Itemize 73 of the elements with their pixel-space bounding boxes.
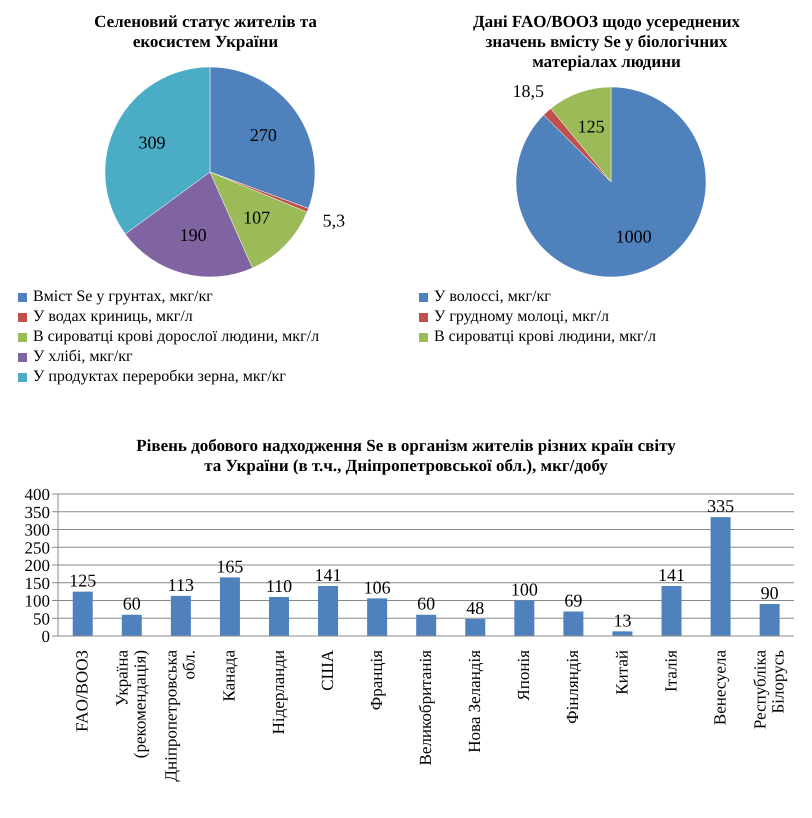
data-label: 165	[216, 556, 244, 576]
data-label: 90	[760, 583, 779, 604]
data-label: 141	[314, 564, 342, 585]
bar	[465, 618, 486, 636]
chart-title: Дані FAO/ВООЗ щодо усереднених значень вмісту Se у біологічних матеріалах людини	[472, 12, 742, 72]
y-tick-label: 50	[33, 609, 50, 628]
y-tick-label: 100	[24, 592, 50, 611]
bar	[220, 577, 240, 636]
legend-label: Вміст Se у грунтах, мкг/кг	[33, 287, 213, 307]
bar	[416, 614, 436, 636]
x-tick-label: Республіка Білорусь	[750, 650, 788, 730]
data-label: 141	[658, 564, 686, 585]
x-tick-label: Дніпропетровська обл.	[162, 650, 199, 782]
data-label: 110	[266, 576, 292, 596]
data-label: 60	[122, 594, 141, 614]
legend-label: У грудному молоці, мкг/л	[434, 307, 609, 327]
bar	[72, 592, 93, 636]
data-label: 5,3	[322, 210, 346, 230]
legend-label: У волоссі, мкг/кг	[434, 287, 551, 307]
x-tick-label: Японія	[514, 650, 534, 701]
bar	[760, 604, 780, 636]
data-label: 190	[180, 224, 207, 245]
y-tick-label: 300	[24, 520, 50, 540]
data-label: 125	[69, 570, 96, 591]
bar	[268, 596, 289, 636]
legend-label: В сироватці крові дорослої людини, мкг/л	[33, 327, 320, 347]
x-tick-label: Фінляндія	[563, 650, 582, 724]
x-tick-label: Італія	[661, 650, 680, 692]
x-tick-label: Франція	[366, 650, 386, 710]
x-tick-label: Венесуела	[710, 650, 730, 726]
bar	[710, 517, 731, 636]
data-label: 309	[138, 132, 166, 153]
data-label: 100	[510, 580, 538, 600]
y-tick-label: 250	[24, 538, 50, 558]
x-tick-label: Китай	[612, 650, 632, 695]
chart-title: Селеновий статус жителів та екосистем України	[93, 12, 318, 52]
y-tick-label: 150	[24, 574, 50, 593]
legend-label: У водах криниць, мкг/л	[33, 307, 193, 327]
y-tick-label: 200	[24, 556, 50, 576]
pie-slice	[516, 86, 706, 278]
bar	[514, 600, 534, 636]
bar	[662, 586, 682, 636]
data-label: 335	[707, 496, 734, 516]
x-tick-label: Нідерланди	[268, 650, 288, 734]
data-label: 125	[578, 116, 605, 137]
bar	[367, 598, 388, 636]
x-tick-label: США	[318, 649, 337, 691]
y-tick-label: 350	[24, 502, 50, 522]
legend-label: У продуктах переробки зерна, мкг/кг	[33, 367, 286, 387]
data-label: 1000	[616, 226, 652, 246]
x-tick-label: FAO/ВООЗ	[72, 650, 92, 732]
data-label: 113	[168, 574, 194, 595]
x-tick-label: Великобританія	[416, 650, 435, 766]
data-label: 106	[364, 577, 391, 598]
bar	[563, 612, 584, 636]
y-tick-label: 0	[42, 627, 50, 646]
data-label: 107	[243, 207, 270, 228]
data-label: 270	[250, 124, 277, 145]
data-label: 48	[466, 598, 484, 618]
data-label: 18,5	[512, 80, 544, 101]
data-label: 60	[417, 594, 436, 614]
x-tick-label: Канада	[220, 650, 239, 702]
bar	[170, 596, 191, 636]
legend-label: У хлібі, мкг/кг	[33, 347, 133, 367]
bar	[318, 586, 338, 636]
data-label: 69	[564, 590, 582, 611]
x-tick-label: Україна (рекомендація)	[112, 650, 150, 758]
data-label: 13	[613, 610, 632, 630]
legend-label: В сироватці крові людини, мкг/л	[434, 327, 656, 347]
bar	[122, 614, 142, 636]
x-tick-label: Нова Зеландія	[465, 650, 484, 753]
chart-title: Рівень добового надходження Se в організм жителів різних країн світу та України (в т.ч., Дніпропетровської обл.), мкг/добу	[135, 436, 677, 476]
y-tick-label: 400	[24, 485, 50, 504]
